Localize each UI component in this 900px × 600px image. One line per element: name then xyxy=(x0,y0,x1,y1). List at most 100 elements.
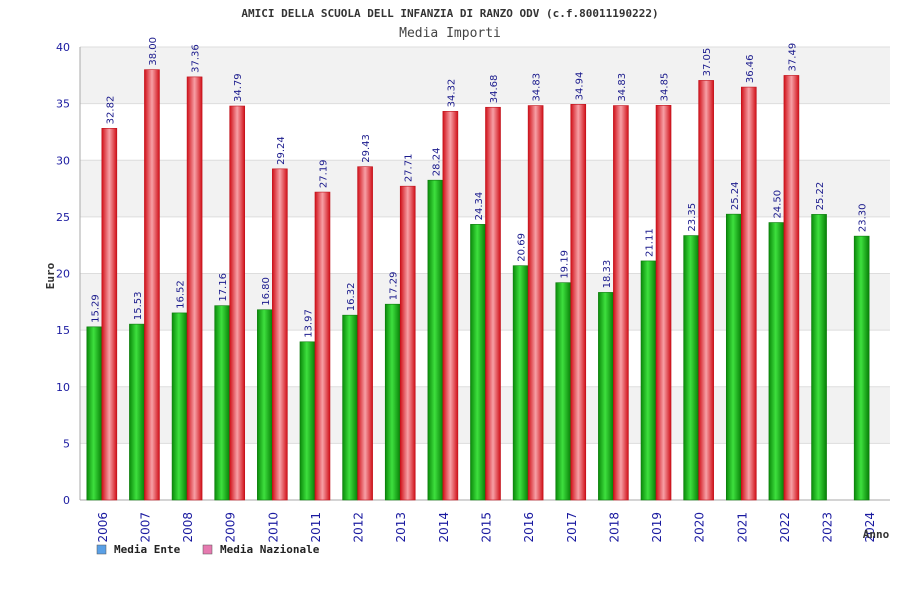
value-label: 15.29 xyxy=(90,294,101,323)
y-tick-label: 15 xyxy=(56,324,70,337)
value-label: 16.52 xyxy=(176,280,187,309)
x-tick-label: 2013 xyxy=(394,512,408,543)
value-label: 34.83 xyxy=(532,73,543,102)
value-label: 36.46 xyxy=(745,54,756,83)
x-tick-label: 2010 xyxy=(266,512,280,543)
value-label: 25.22 xyxy=(815,182,826,211)
bar-media-ente xyxy=(768,222,785,501)
value-label: 23.35 xyxy=(687,203,698,232)
bar-media-ente xyxy=(342,314,358,501)
x-axis-ticks: 2006 2007 2008 2009 2010 2011 2012 2013 2014 2015… xyxy=(96,512,877,543)
bar-media-ente xyxy=(640,260,657,501)
bar-media-nazionale xyxy=(144,69,160,501)
value-label: 16.80 xyxy=(261,277,272,306)
bar-media-ente xyxy=(214,305,231,501)
bar-media-nazionale xyxy=(314,191,331,501)
value-label: 38.00 xyxy=(148,37,159,66)
value-label: 24.34 xyxy=(474,192,485,221)
y-tick-label: 20 xyxy=(56,268,70,281)
x-tick-label: 2022 xyxy=(778,512,792,543)
value-label: 23.30 xyxy=(858,203,869,232)
bar-media-ente xyxy=(725,213,742,501)
chart-subtitle: Media Importi xyxy=(399,26,501,41)
value-label: 20.69 xyxy=(517,233,528,262)
value-label: 27.71 xyxy=(404,154,415,183)
legend: Media Ente Media Nazionale xyxy=(96,543,320,556)
x-tick-label: 2014 xyxy=(437,512,451,543)
value-label: 16.32 xyxy=(346,283,357,312)
bars-group xyxy=(86,69,870,501)
value-label: 27.19 xyxy=(318,159,329,188)
bar-media-nazionale xyxy=(229,105,246,501)
bar-media-nazionale xyxy=(783,75,800,501)
legend-swatch-media-nazionale xyxy=(202,544,213,555)
value-label: 24.50 xyxy=(772,190,783,219)
x-tick-label: 2015 xyxy=(480,512,494,543)
value-label: 37.49 xyxy=(787,43,798,72)
legend-label-media-ente: Media Ente xyxy=(114,543,181,556)
chart-title: AMICI DELLA SCUOLA DELL INFANZIA DI RANZ… xyxy=(241,7,658,20)
bar-media-nazionale xyxy=(272,168,288,501)
value-label: 15.53 xyxy=(133,291,144,320)
x-tick-label: 2023 xyxy=(821,512,835,543)
x-tick-label: 2018 xyxy=(607,512,621,543)
bar-media-nazionale xyxy=(399,185,416,501)
x-tick-label: 2006 xyxy=(96,512,110,543)
x-tick-label: 2007 xyxy=(138,512,152,543)
bar-media-nazionale xyxy=(357,166,373,501)
x-tick-label: 2021 xyxy=(735,512,749,543)
x-axis-label: Anno xyxy=(863,528,890,541)
bar-media-nazionale xyxy=(527,105,544,501)
bar-media-ente xyxy=(470,224,486,501)
bar-media-ente xyxy=(512,265,529,501)
x-tick-label: 2024 xyxy=(863,512,877,543)
value-label: 17.29 xyxy=(389,272,400,301)
legend-swatch-media-ente xyxy=(96,544,107,555)
bar-media-nazionale xyxy=(485,106,501,501)
y-tick-label: 10 xyxy=(56,381,70,394)
y-tick-label: 5 xyxy=(63,437,70,450)
value-label: 21.11 xyxy=(645,228,656,257)
value-label: 37.05 xyxy=(702,48,713,77)
legend-label-media-nazionale: Media Nazionale xyxy=(220,543,320,556)
bar-media-ente xyxy=(598,292,614,501)
value-label: 25.24 xyxy=(730,182,741,211)
x-tick-label: 2020 xyxy=(693,512,707,543)
x-tick-label: 2011 xyxy=(309,512,323,543)
x-tick-label: 2019 xyxy=(650,512,664,543)
bar-media-ente xyxy=(384,303,401,501)
x-tick-label: 2012 xyxy=(352,512,366,543)
y-axis-label: Euro xyxy=(44,262,57,289)
x-tick-label: 2008 xyxy=(181,512,195,543)
value-label: 37.36 xyxy=(191,44,202,73)
bar-media-nazionale xyxy=(101,128,118,501)
bar-media-ente xyxy=(171,312,188,501)
value-label: 34.32 xyxy=(446,79,457,108)
bar-media-nazionale xyxy=(442,111,459,501)
value-label: 34.85 xyxy=(660,73,671,102)
bar-media-nazionale xyxy=(655,105,672,501)
bar-media-ente xyxy=(555,282,572,501)
bar-media-nazionale xyxy=(740,86,757,501)
bar-media-ente xyxy=(129,323,145,501)
bar-media-nazionale xyxy=(570,104,587,501)
value-label: 32.82 xyxy=(105,96,116,125)
bar-media-ente xyxy=(811,214,827,501)
bar-media-ente xyxy=(853,235,870,501)
y-tick-label: 40 xyxy=(56,41,70,54)
bar-media-ente xyxy=(257,309,273,501)
y-tick-label: 25 xyxy=(56,211,70,224)
bar-media-nazionale xyxy=(698,80,714,501)
value-label: 19.19 xyxy=(559,250,570,279)
bar-media-ente xyxy=(683,235,699,501)
bar-media-ente xyxy=(86,326,103,501)
y-axis-ticks: 0 5 10 15 20 25 30 35 40 xyxy=(56,41,70,507)
y-tick-label: 35 xyxy=(56,98,70,111)
value-label: 29.24 xyxy=(276,136,287,165)
value-label: 34.68 xyxy=(489,75,500,104)
bar-media-nazionale xyxy=(613,105,629,501)
value-label: 13.97 xyxy=(303,309,314,338)
x-tick-label: 2009 xyxy=(224,512,238,543)
value-label: 34.83 xyxy=(617,73,628,102)
